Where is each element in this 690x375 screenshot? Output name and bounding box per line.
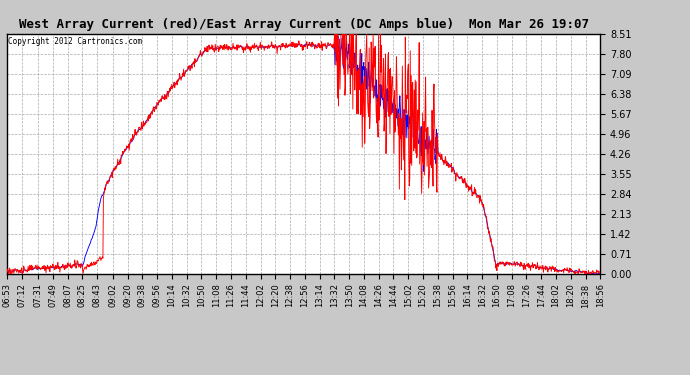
Title: West Array Current (red)/East Array Current (DC Amps blue)  Mon Mar 26 19:07: West Array Current (red)/East Array Curr… (19, 18, 589, 31)
Text: Copyright 2012 Cartronics.com: Copyright 2012 Cartronics.com (8, 38, 142, 46)
